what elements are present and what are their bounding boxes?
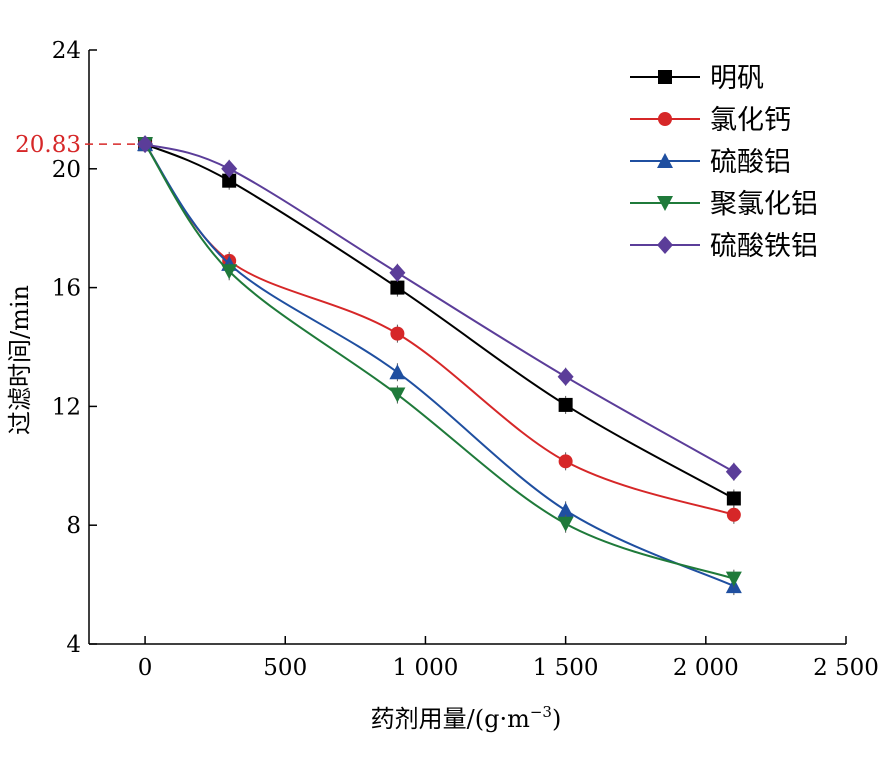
x-tick-label: 0 [138,655,153,681]
x-tick-label: 500 [263,655,307,681]
series-group [137,135,742,596]
legend-label: 硫酸铝 [710,147,791,178]
series-line [144,143,735,500]
data-point [558,454,573,469]
legend-label: 硫酸铁铝 [710,231,818,262]
series-5 [137,135,742,481]
legend-item: 硫酸铁铝 [630,231,818,262]
legend-label: 氯化钙 [710,105,791,136]
data-point [389,263,406,282]
data-point [390,280,405,295]
data-point [725,462,742,481]
data-point [221,264,238,280]
data-point [221,159,238,178]
data-point [726,507,741,522]
series-1 [138,137,741,508]
x-tick-label: 1 500 [533,655,599,681]
data-point [557,502,574,518]
series-line [144,143,735,587]
x-tick-label: 2 000 [673,655,739,681]
series-line [144,143,735,516]
legend-item: 明矾 [630,63,764,94]
data-point [557,516,574,532]
data-point [725,571,742,587]
legend-marker [658,112,672,126]
y-tick-label: 20 [52,157,81,183]
x-axis-label: 药剂用量/(g·m−3) [371,703,562,733]
legend-item: 氯化钙 [630,105,791,136]
legend-item: 聚氯化铝 [630,189,818,220]
y-tick-label: 4 [66,632,81,658]
legend-marker [657,196,673,211]
data-point [222,173,237,188]
data-point [389,387,406,403]
series-2 [138,137,741,524]
y-axis-label: 过滤时间/min [6,285,34,435]
data-point [137,135,154,154]
legend-label: 聚氯化铝 [710,189,818,220]
y-tick-label: 12 [52,394,81,420]
series-line [144,143,735,473]
data-point [558,397,573,412]
reference-line-group: 20.83 [15,132,146,158]
axes: 0 500 1 000 1 500 2 000 2 500 4 8 12 16 20 24 [52,38,879,681]
legend-label: 明矾 [710,63,764,94]
reference-line-label: 20.83 [15,132,81,158]
legend-marker [657,236,673,254]
x-tick-label: 1 000 [393,655,459,681]
legend-marker [657,153,673,168]
y-tick-label: 8 [66,513,81,539]
data-point [557,367,574,386]
y-tick-label: 16 [52,276,81,302]
series-3 [137,136,742,596]
data-point [726,491,741,506]
data-point [389,364,406,380]
legend-item: 硫酸铝 [630,147,791,178]
x-tick-label: 2 500 [813,655,879,681]
legend-marker [658,70,672,84]
series-line [144,143,735,580]
data-point [390,326,405,341]
y-tick-label: 24 [52,38,81,64]
